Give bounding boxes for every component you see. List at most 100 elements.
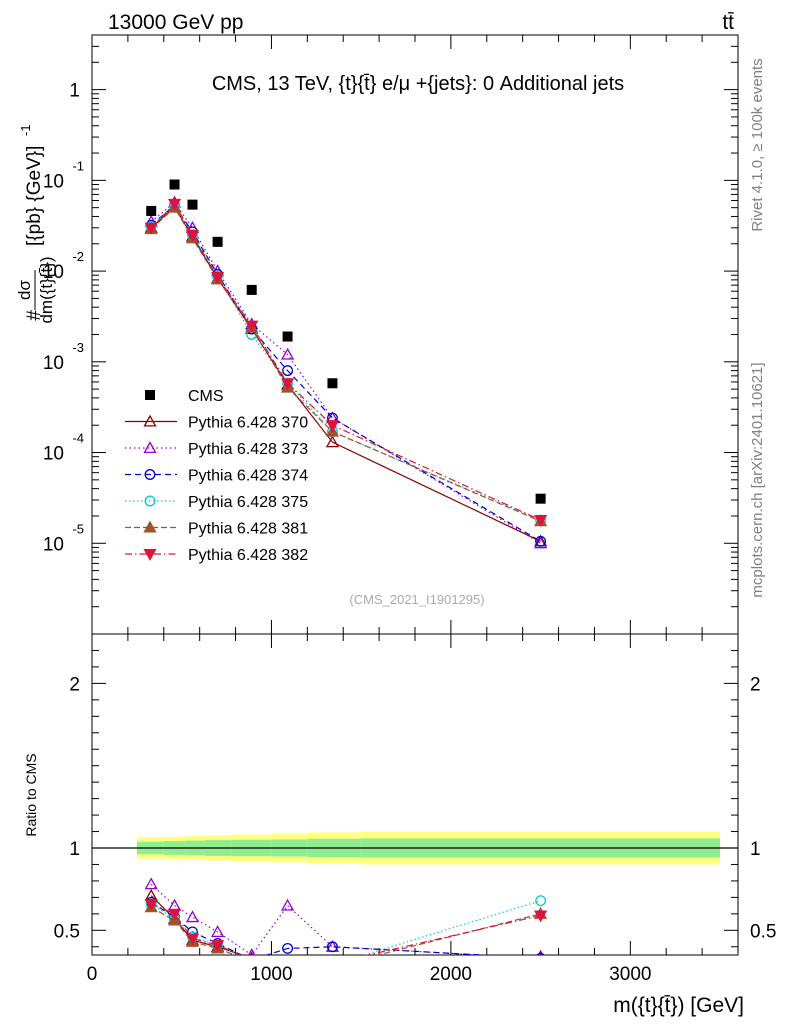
legend-label: Pythia 6.428 374 [188,468,308,485]
legend-label: Pythia 6.428 381 [188,521,308,538]
legend-label: Pythia 6.428 375 [188,494,308,511]
y-tick-label: 10 [43,171,64,192]
ratio-marker [144,898,158,911]
legend-marker [144,495,156,507]
series-marker [325,420,340,433]
x-axis-label: m({t}{t̄}) [GeV] [613,994,744,1017]
main-frame [91,34,739,635]
ratio-marker [327,941,338,953]
ratio-axis-label: Ratio to CMS [23,753,39,836]
ratio-marker [185,910,200,923]
series-line [150,204,541,542]
y-tick-label-exponent: -3 [72,340,84,355]
series-marker [534,536,548,549]
ratio-marker [280,898,295,911]
ratio-frame [91,633,739,956]
ratio-line [150,903,541,955]
y-tick-label-exponent: -1 [72,158,84,173]
ratio-marker [327,959,338,969]
watermark: (CMS_2021_I1901295) [349,592,484,607]
y-axis-label-numerator: dσ [15,280,34,300]
legend-label: Pythia 6.428 373 [188,441,308,458]
ratio-marker [536,952,545,955]
cms-data-point [282,331,293,342]
ratio-tick-label: 0.5 [54,921,80,942]
series-marker [534,515,548,527]
cms-data-point [169,179,180,190]
legend-marker [143,441,157,454]
ratio-marker [535,895,547,907]
chart-title: CMS, 13 TeV, {t}{t̄} e/μ +{jets}: 0 Addi… [212,73,624,95]
x-tick-label: 1000 [250,964,292,985]
series-marker [280,378,295,391]
y-tick-label: 10 [43,534,64,555]
series-ratio-1 [144,888,544,981]
y-tick-label-exponent: -2 [72,249,84,264]
series-ratio-2 [144,877,543,955]
series-marker [211,271,225,284]
ratio-tick-label-right: 1 [750,839,761,860]
ratio-marker [144,877,158,890]
legend: CMS Pythia 6.428 370 Pythia 6.428 373 Pythi… [125,388,308,564]
y-axis-label-hash: # [24,310,45,321]
series-ratio-4 [145,895,547,970]
ratio-tick-label-right: 2 [750,674,761,695]
y-tick-label-exponent: -5 [72,521,84,536]
y-tick-label: 10 [43,262,64,283]
ratio-tick-label: 1 [69,839,80,860]
cms-data-point [187,199,198,210]
cms-data [146,179,546,504]
header-left: 13000 GeV pp [108,11,243,34]
series-marker [167,198,182,211]
ratio-marker [211,925,225,938]
header-right: tt̄ [722,11,734,34]
legend-marker-cms [145,390,155,400]
x-tick-label: 0 [87,964,98,985]
legend-marker [144,469,156,480]
cms-data-point [212,236,223,247]
ratio-marker [211,940,225,952]
cms-data-point [327,378,338,389]
series-ratio-6 [144,898,548,969]
x-tick-label: 3000 [609,964,651,985]
ratio-marker [327,961,338,971]
ratio-marker [534,910,548,923]
series-line [150,201,541,544]
ratio-marker [282,942,294,954]
legend-marker [143,414,157,427]
series-ratio-5 [144,900,548,971]
ratio-line [150,901,492,955]
ratio-line [150,906,541,955]
legend-label-cms: CMS [188,388,224,405]
side-label-rivet: Rivet 4.1.0, ≥ 100k events [749,58,766,231]
legend-label: Pythia 6.428 370 [188,415,308,432]
y-tick-label: 10 [43,444,64,465]
cms-data-point [535,493,546,504]
series-marker [282,365,294,377]
y-tick-label-exponent: -4 [72,431,84,446]
ratio-marker [247,948,256,955]
ratio-marker [167,908,182,921]
cms-data-point [146,205,157,216]
legend-marker [143,520,157,533]
legend-marker [143,548,157,561]
side-label-mcplots: mcplots.cern.ch [arXiv:2401.10621] [749,362,766,597]
y-tick-label: 1 [69,81,80,102]
ratio-marker [328,960,338,970]
ratio-line [150,883,492,955]
y-axis-label-exponent: -1 [18,124,33,136]
y-tick-label: 10 [43,353,64,374]
series-marker [535,535,547,547]
ratio-marker [327,971,338,981]
y-axis-label: # dσ dm({t}{t̄}) [{pb} {GeV}] -1 [15,124,56,323]
ratio-tick-label-right: 0.5 [750,921,776,942]
series-line [150,206,541,522]
ratio-marker [538,951,543,955]
ratio-line [150,895,244,955]
legend-label: Pythia 6.428 382 [188,547,308,564]
series-marker [245,320,259,333]
x-tick-label: 2000 [430,964,472,985]
ratio-marker [185,933,200,946]
